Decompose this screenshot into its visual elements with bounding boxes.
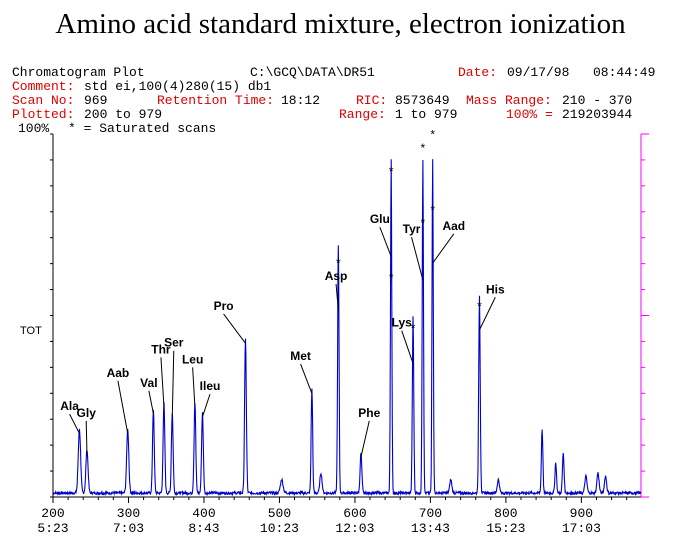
ric-label: RIC: [356,93,388,108]
x-tick-label: 800 [494,506,517,521]
range-label: Range: [339,107,386,122]
peak-label: Ala [60,399,79,413]
x-tick-label: 900 [570,506,593,521]
peak-label: Ileu [200,379,221,393]
y-axis-label: TOT [20,325,42,337]
saturated-scan-marker: * [389,164,394,178]
x-time-label: 15:23 [486,521,525,536]
peak-label: Thr [151,342,171,356]
peak-label: Pro [214,299,234,313]
time-value: 08:44:49 [593,65,656,80]
full-scale-value: 219203944 [562,107,633,122]
saturated-note: * = Saturated scans [68,121,217,136]
peak-label: Aad [442,219,465,233]
peak-leader-line [360,420,370,458]
saturated-scan-marker: * [477,300,482,314]
saturated-scan-marker: * [430,203,435,217]
peak-label: Val [140,376,157,390]
peak-leader-line [85,420,88,454]
peak-leader-line [479,297,496,331]
peak-label: Lys [392,316,413,330]
peak-leader-line [379,226,392,257]
chart-title: Amino acid standard mixture, electron io… [55,8,626,40]
saturated-scan-marker: * [421,141,426,155]
x-time-label: 12:03 [335,521,374,536]
peak-label: Glu [370,212,390,226]
comment-value: std ei,100(4)280(15) db1 [84,79,272,94]
peak-leader-line [300,363,313,394]
saturated-scan-marker: * [411,321,416,335]
mass-range-label: Mass Range: [466,93,552,108]
date-value: 09/17/98 [507,65,570,80]
x-time-label: 17:03 [562,521,601,536]
peak-label: Aab [107,366,130,380]
saturated-scan-marker: * [430,128,435,142]
peak-leader-line [69,413,80,434]
x-tick-label: 700 [419,506,442,521]
saturated-scan-marker: * [336,256,341,270]
range-value: 1 to 979 [395,107,458,122]
plotted-value: 200 to 979 [84,107,163,122]
peak-leader-line [117,380,129,434]
x-time-label: 5:23 [37,521,68,536]
saturated-scan-marker: * [389,271,394,285]
peak-leader-line [171,350,175,417]
plotted-label: Plotted: [12,107,75,122]
peak-label: Tyr [403,222,421,236]
x-tick-label: 200 [41,506,64,521]
full-scale-label: 100% = [506,107,553,122]
peak-leader-line [335,283,339,311]
peak-leader-line [148,390,154,414]
peak-leader-line [192,367,196,407]
peak-label: Asp [325,269,348,283]
data-path: C:\GCQ\DATA\DR51 [250,65,375,80]
scan-label: Scan No: [12,93,75,108]
x-tick-label: 300 [117,506,140,521]
date-label: Date: [458,65,498,80]
mass-range-value: 210 - 370 [562,93,633,108]
chromatogram-trace [52,159,642,497]
x-time-label: 7:03 [113,521,144,536]
comment-label: Comment: [12,79,75,94]
x-tick-label: 500 [268,506,291,521]
x-tick-label: 600 [343,506,366,521]
peak-label: His [486,282,505,296]
x-time-label: 8:43 [188,521,219,536]
peak-label: Leu [182,352,203,366]
peak-label: Phe [358,406,380,420]
saturated-scan-marker: * [421,216,426,230]
scan-value: 969 [84,93,108,108]
peak-leader-line [223,313,246,344]
x-time-label: 13:43 [411,521,450,536]
retention-value: 18:12 [281,93,321,108]
retention-label: Retention Time: [157,93,275,108]
x-time-label: 10:23 [260,521,299,536]
peak-label: Gly [77,406,97,420]
peak-leader-line [411,237,424,281]
peak-leader-line [432,233,455,264]
peak-leader-line [201,393,211,417]
ric-value: 8573649 [395,93,450,108]
top-percent-label: 100% [18,121,50,136]
plot-label: Chromatogram Plot [12,65,145,80]
peak-leader-line [160,357,165,407]
x-tick-label: 400 [192,506,215,521]
peak-label: Ser [164,336,184,350]
peak-label: Met [290,349,311,363]
peak-leader-line [401,330,414,364]
